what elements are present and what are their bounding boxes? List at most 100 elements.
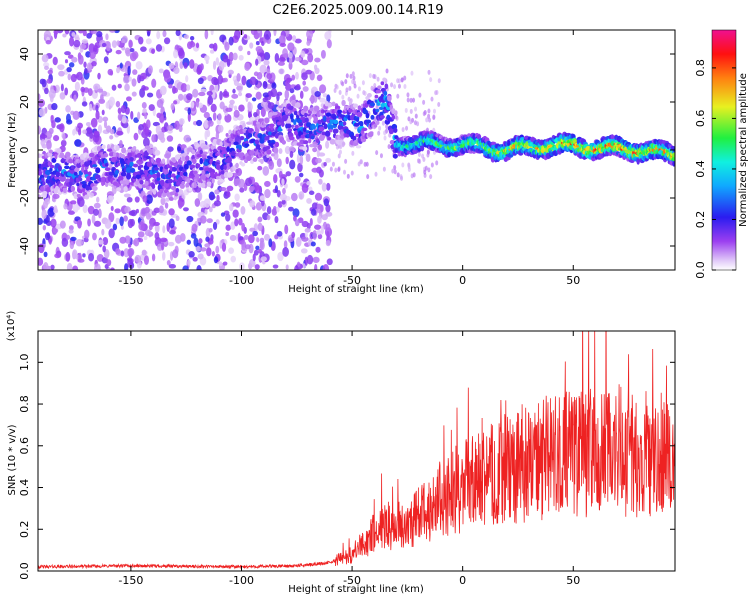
heatmap-cell [82,253,86,258]
heatmap-cell [188,251,195,258]
heatmap-cell [41,54,49,63]
heatmap-cell [73,94,77,102]
heatmap-cell [323,161,327,167]
heatmap-cell [175,30,181,37]
heatmap-cell [202,151,208,155]
heatmap-cell [198,192,203,201]
heatmap-cell [255,202,262,211]
heatmap-cell [127,151,132,159]
heatmap-cell [183,62,188,69]
heatmap-cell [279,42,287,48]
heatmap-cell [52,56,58,66]
heatmap-cell [64,30,70,35]
heatmap-cell [225,213,231,222]
heatmap-cell [323,123,328,130]
heatmap-cell [291,231,296,239]
heatmap-cell [249,42,254,49]
heatmap-cell [323,198,330,207]
heatmap-cell [255,144,261,150]
heatmap-cell [93,130,100,136]
heatmap-cell [191,223,198,233]
heatmap-cell [314,192,323,201]
heatmap-cell [274,185,279,194]
heatmap-cell [265,83,274,90]
heatmap-cell [201,169,205,176]
heatmap-cell [167,146,174,152]
y-tick-label: -40 [18,237,31,255]
heatmap-cell [289,88,295,94]
heatmap-cell [143,235,148,241]
heatmap-cell [114,170,119,175]
heatmap-cell [302,127,307,133]
heatmap-cell [266,214,271,221]
heatmap-cell [38,107,46,117]
heatmap-cell [412,97,416,103]
heatmap-cell [266,206,272,215]
heatmap-cell [196,119,203,127]
heatmap-cell [123,186,128,193]
heatmap-cell [127,218,134,229]
heatmap-cell [163,37,171,45]
heatmap-cell [60,139,67,147]
heatmap-cell [45,169,51,176]
heatmap-cell [260,256,267,262]
heatmap-cell [348,85,352,91]
heatmap-cell [127,247,135,257]
heatmap-cell [108,212,115,223]
heatmap-cell [46,78,52,84]
heatmap-cell [409,119,413,125]
snr-x-ticks: -150 -100 -50 0 50 [118,331,580,587]
heatmap-cell [257,30,261,34]
heatmap-cell [311,167,319,173]
heatmap-cell [114,208,121,214]
heatmap-cell [61,237,69,248]
heatmap-cell [406,92,410,98]
heatmap-cell [98,239,104,245]
heatmap-cell [99,145,103,150]
heatmap-cell [278,35,286,44]
snr-y-ticks: 0.0 0.2 0.4 0.6 0.8 1.0 [18,354,675,580]
heatmap-cell [376,76,380,82]
heatmap-cell [84,194,90,200]
heatmap-cell [426,152,430,158]
heatmap-cell [236,168,243,177]
heatmap-cell [199,149,203,155]
heatmap-cell [163,168,168,175]
heatmap-cell [42,200,48,209]
heatmap-cell [217,124,224,133]
heatmap-cell [412,172,416,178]
heatmap-cell [97,72,101,80]
heatmap-cell [70,73,77,83]
heatmap-cell [363,91,367,97]
heatmap-cell [396,172,400,178]
heatmap-cell [288,56,293,65]
heatmap-cell [356,111,363,118]
heatmap-cell [96,196,100,203]
heatmap-cell [206,173,210,178]
heatmap-cell [334,167,338,173]
heatmap-cell [201,174,207,181]
heatmap-cell [424,165,428,171]
snr-frame [37,330,676,572]
heatmap-cell [103,56,109,64]
heatmap-cell [244,143,250,147]
heatmap-cell [393,84,397,90]
heatmap-cell [239,187,245,193]
heatmap-cell [173,100,178,105]
heatmap-cell [88,192,94,198]
heatmap-cell [147,148,154,155]
heatmap-cell [41,209,47,220]
heatmap-cell [145,38,152,45]
heatmap-cell [334,105,341,110]
heatmap-cell [135,60,143,70]
heatmap-cell [241,246,246,251]
heatmap-cell [87,218,91,227]
heatmap-cell [309,107,315,112]
heatmap-cell [303,105,309,112]
heatmap-cell [131,91,137,97]
heatmap-cell [119,62,123,69]
heatmap-cell [110,267,115,270]
heatmap-cell [317,144,323,151]
heatmap-cell [313,105,320,112]
heatmap-cell [225,224,232,231]
